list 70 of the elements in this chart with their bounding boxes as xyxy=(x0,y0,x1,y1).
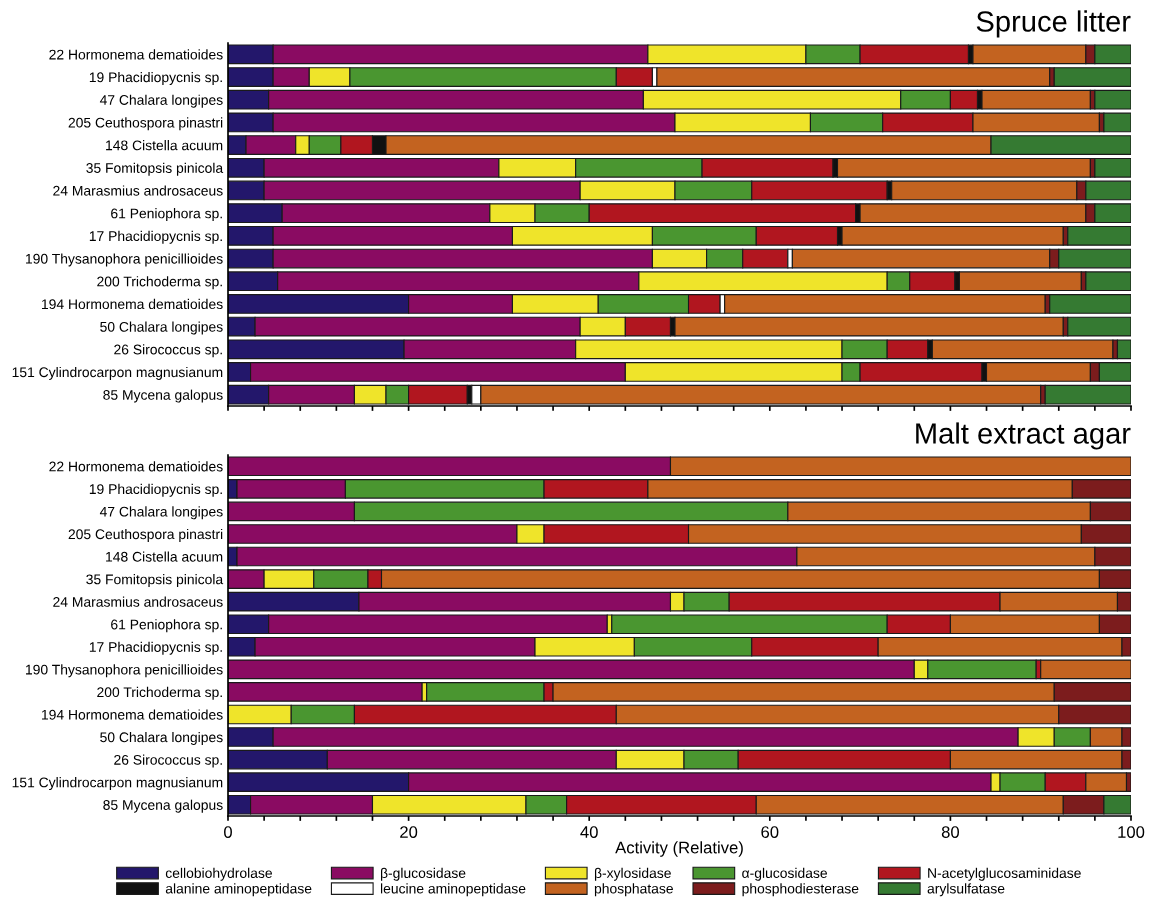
y-tick-label: 148 Cistella acuum xyxy=(106,140,223,151)
y-tick-label: 47 Chalara longipes xyxy=(99,94,223,108)
bar xyxy=(841,225,1064,246)
y-tick-label: 148 Cistella acuum xyxy=(106,551,223,562)
bar xyxy=(656,67,1051,87)
y-tick-label: 194 Hormonema dematioides xyxy=(42,709,223,720)
y-tick-label: 17 Phacidiopycnis sp. xyxy=(89,641,222,655)
x-tick-label: 0 xyxy=(224,826,232,838)
y-tick-label: 22 Hormonema dematioides xyxy=(49,461,223,472)
y-tick-label: 17 Phacidiopycnis sp. xyxy=(89,230,222,244)
y-tick-label: 190 Thysanophora penicillioides xyxy=(26,253,223,267)
y-tick-label: 47 Chalara longipes xyxy=(99,506,223,520)
y-tick-label: 24 Marasmius androsaceus xyxy=(53,596,223,607)
bar xyxy=(1049,294,1131,314)
y-tick-label: 61 Peniophora sp. xyxy=(111,208,222,222)
y-tick-label: 200 Trichoderma sp. xyxy=(97,276,222,290)
y-tick-label: 35 Fomitopsis pinicola xyxy=(86,574,224,588)
y-tick-label: 19 Phacidiopycnis sp. xyxy=(89,483,222,497)
y-tick-label: 205 Ceuthospora pinastri xyxy=(68,117,223,131)
x-tick-label: 40 xyxy=(580,826,598,838)
chart-title: Malt extract agar xyxy=(916,422,1131,450)
bar xyxy=(958,271,1082,292)
legend-label: β-xylosidase xyxy=(594,867,671,881)
x-tick-label: 100 xyxy=(1118,826,1145,838)
bar xyxy=(1094,157,1131,178)
y-tick-label: 24 Marasmius androsaceus xyxy=(53,185,223,196)
bar xyxy=(836,157,1091,178)
legend-label: α-glucosidase xyxy=(742,867,827,881)
legend-label: leucine aminopeptidase xyxy=(380,883,526,897)
y-tick-label: 200 Trichoderma sp. xyxy=(97,686,222,700)
y-tick-label: 205 Ceuthospora pinastri xyxy=(68,528,223,542)
y-tick-label: 26 Sirococcus sp. xyxy=(114,344,222,358)
bar xyxy=(1053,67,1131,87)
bar xyxy=(1040,659,1131,680)
bar xyxy=(931,339,1114,360)
y-tick-label: 190 Thysanophora penicillioides xyxy=(26,664,223,678)
y-tick-label: 151 Cylindrocarpon magnusianum xyxy=(12,366,223,380)
y-tick-label: 19 Phacidiopycnis sp. xyxy=(89,72,222,85)
x-tick-label: 60 xyxy=(761,826,779,838)
chart-title: Spruce litter xyxy=(976,10,1131,38)
x-tick-label: 20 xyxy=(400,826,418,838)
legend-label: β-glucosidase xyxy=(381,867,466,881)
bar xyxy=(981,89,1091,110)
y-tick-label: 194 Hormonema dematioides xyxy=(42,298,223,310)
y-tick-label: 85 Mycena galopus xyxy=(103,799,223,813)
bar xyxy=(1067,316,1131,337)
bar xyxy=(1044,384,1131,405)
legend-label: cellobiohydrolase xyxy=(165,867,272,881)
bar xyxy=(674,316,1064,337)
bar xyxy=(1085,271,1131,292)
y-tick-label: 50 Chalara longipes xyxy=(100,321,223,335)
y-tick-label: 85 Mycena galopus xyxy=(103,389,223,403)
x-tick-label: 80 xyxy=(941,826,960,838)
legend-label: phosphatase xyxy=(594,883,673,897)
y-tick-label: 26 Sirococcus sp. xyxy=(114,754,222,768)
y-tick-label: 35 Fomitopsis pinicola xyxy=(86,162,224,176)
legend-label: phosphodiesterase xyxy=(742,883,859,897)
bar xyxy=(1116,339,1131,360)
legend-label: arylsulfatase xyxy=(927,883,1005,897)
bar xyxy=(228,682,423,702)
y-tick-label: 61 Peniophora sp. xyxy=(111,619,222,633)
x-axis-title: Activity (Relative) xyxy=(615,841,743,857)
bar xyxy=(1103,112,1131,133)
y-tick-label: 22 Hormonema dematioides xyxy=(49,49,223,60)
bar xyxy=(1067,225,1131,246)
y-tick-label: 50 Chalara longipes xyxy=(100,732,223,745)
y-tick-label: 151 Cylindrocarpon magnusianum xyxy=(12,777,223,791)
legend-label: alanine aminopeptidase xyxy=(165,883,312,897)
legend-label: N-acetylglucosaminidase xyxy=(928,867,1081,881)
bar xyxy=(1094,89,1131,110)
